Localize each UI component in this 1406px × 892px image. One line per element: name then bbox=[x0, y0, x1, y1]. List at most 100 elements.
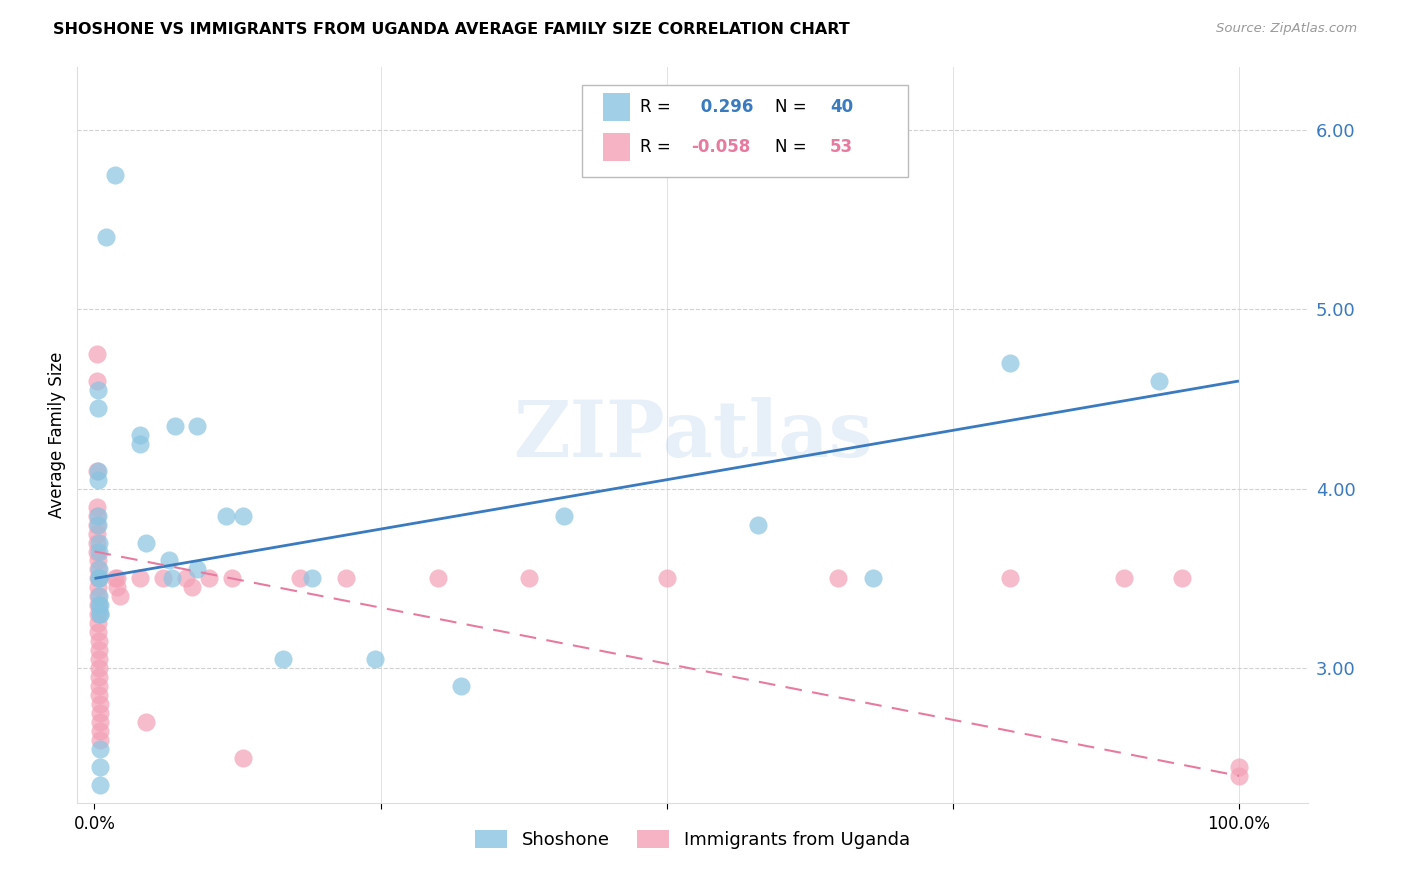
Text: R =: R = bbox=[640, 98, 675, 116]
Point bbox=[174, 571, 197, 585]
Text: -0.058: -0.058 bbox=[692, 138, 751, 156]
Point bbox=[87, 571, 110, 585]
Point bbox=[86, 347, 108, 361]
Point bbox=[87, 643, 110, 657]
Point bbox=[89, 697, 111, 711]
Point bbox=[89, 607, 111, 622]
Point bbox=[135, 714, 157, 729]
Point bbox=[87, 562, 110, 576]
Text: R =: R = bbox=[640, 138, 675, 156]
Point bbox=[221, 571, 243, 585]
Text: 0.296: 0.296 bbox=[695, 98, 754, 116]
Point bbox=[1227, 769, 1250, 783]
Point bbox=[129, 427, 152, 442]
Text: N =: N = bbox=[775, 138, 811, 156]
Point bbox=[104, 168, 127, 182]
Point bbox=[232, 508, 254, 523]
Point bbox=[1170, 571, 1192, 585]
Text: 40: 40 bbox=[831, 98, 853, 116]
Point bbox=[87, 535, 110, 549]
Point bbox=[87, 670, 110, 684]
Point bbox=[87, 634, 110, 648]
Text: SHOSHONE VS IMMIGRANTS FROM UGANDA AVERAGE FAMILY SIZE CORRELATION CHART: SHOSHONE VS IMMIGRANTS FROM UGANDA AVERA… bbox=[53, 22, 851, 37]
Point bbox=[335, 571, 357, 585]
Point bbox=[232, 751, 254, 765]
Point bbox=[87, 661, 110, 675]
Point bbox=[655, 571, 678, 585]
Point bbox=[87, 688, 110, 702]
Point bbox=[89, 724, 111, 739]
FancyBboxPatch shape bbox=[603, 133, 630, 161]
Point bbox=[89, 607, 111, 622]
Point bbox=[157, 553, 180, 567]
Point bbox=[89, 733, 111, 747]
Point bbox=[152, 571, 174, 585]
Point bbox=[450, 679, 472, 693]
FancyBboxPatch shape bbox=[582, 86, 908, 178]
Point bbox=[1114, 571, 1136, 585]
Point bbox=[87, 652, 110, 666]
Point bbox=[301, 571, 323, 585]
Point bbox=[364, 652, 387, 666]
Point bbox=[862, 571, 884, 585]
Point bbox=[998, 571, 1021, 585]
Point bbox=[87, 625, 110, 640]
Point bbox=[186, 562, 208, 576]
Point bbox=[86, 374, 108, 388]
Point bbox=[87, 562, 110, 576]
Point bbox=[87, 517, 110, 532]
Point bbox=[87, 590, 110, 604]
Point bbox=[87, 571, 110, 585]
Point bbox=[87, 581, 110, 595]
Text: N =: N = bbox=[775, 98, 811, 116]
Y-axis label: Average Family Size: Average Family Size bbox=[48, 351, 66, 518]
Text: 53: 53 bbox=[831, 138, 853, 156]
Point bbox=[94, 230, 117, 244]
Point bbox=[747, 517, 769, 532]
Point bbox=[1227, 760, 1250, 774]
Point bbox=[87, 544, 110, 558]
Point bbox=[87, 508, 110, 523]
Point bbox=[89, 742, 111, 756]
Point bbox=[87, 571, 110, 585]
Point bbox=[426, 571, 449, 585]
Point bbox=[1147, 374, 1170, 388]
Point bbox=[215, 508, 238, 523]
Point bbox=[87, 679, 110, 693]
Point bbox=[89, 599, 111, 613]
Point bbox=[86, 535, 108, 549]
Point bbox=[87, 599, 110, 613]
Point bbox=[180, 581, 202, 595]
Point bbox=[519, 571, 541, 585]
Point bbox=[108, 590, 131, 604]
Point bbox=[87, 553, 110, 567]
FancyBboxPatch shape bbox=[603, 93, 630, 121]
Point bbox=[105, 571, 128, 585]
Point bbox=[87, 401, 110, 415]
Point bbox=[87, 599, 110, 613]
Point bbox=[89, 714, 111, 729]
Point bbox=[87, 383, 110, 397]
Point bbox=[86, 517, 108, 532]
Point bbox=[89, 706, 111, 720]
Point bbox=[129, 571, 152, 585]
Point bbox=[827, 571, 849, 585]
Point bbox=[87, 607, 110, 622]
Point bbox=[129, 437, 152, 451]
Point bbox=[290, 571, 312, 585]
Point bbox=[998, 356, 1021, 370]
Point bbox=[162, 571, 184, 585]
Point bbox=[553, 508, 575, 523]
Point bbox=[198, 571, 221, 585]
Point bbox=[86, 464, 108, 478]
Point bbox=[87, 473, 110, 487]
Text: ZIPatlas: ZIPatlas bbox=[513, 397, 872, 473]
Point bbox=[104, 571, 127, 585]
Point bbox=[186, 418, 208, 433]
Point bbox=[86, 500, 108, 514]
Legend: Shoshone, Immigrants from Uganda: Shoshone, Immigrants from Uganda bbox=[468, 822, 917, 856]
Point bbox=[87, 590, 110, 604]
Point bbox=[89, 778, 111, 792]
Point bbox=[87, 464, 110, 478]
Point bbox=[163, 418, 186, 433]
